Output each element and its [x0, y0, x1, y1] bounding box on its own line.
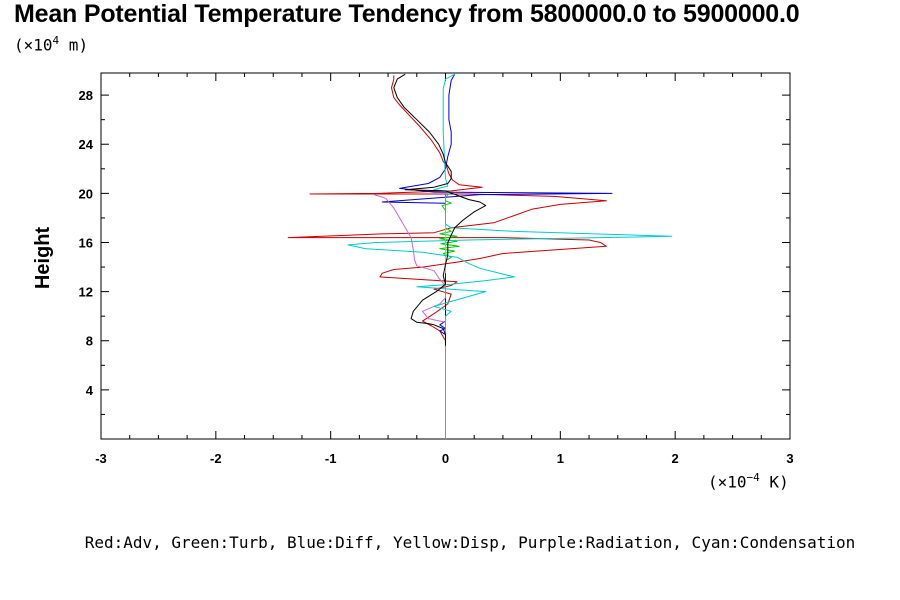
series-line-condensation [347, 73, 673, 439]
x-tick-label: 0 [442, 451, 449, 466]
series-line-total [393, 73, 487, 346]
y-tick-label: 8 [86, 334, 93, 349]
y-axis-label: Height [32, 227, 54, 290]
y-axis-exponent: 4 [52, 34, 60, 47]
y-tick-label: 24 [79, 137, 94, 152]
y-tick-label: 12 [79, 285, 93, 300]
y-tick-label: 20 [79, 186, 93, 201]
x-tick-label: -2 [210, 451, 222, 466]
legend-text: Red:Adv, Green:Turb, Blue:Diff, Yellow:D… [84, 533, 856, 552]
x-tick-label: 3 [786, 451, 793, 466]
series-line-radiation [374, 194, 446, 323]
series-line-diff [381, 73, 613, 346]
y-tick-label: 28 [79, 88, 93, 103]
series-line-turb [439, 194, 460, 347]
y-tick-label: 16 [79, 235, 93, 250]
x-tick-label: 2 [672, 451, 679, 466]
chart-title: Mean Potential Temperature Tendency from… [14, 0, 800, 28]
x-axis-exponent: −4 [746, 471, 760, 484]
x-tick-label: 1 [557, 451, 564, 466]
y-axis-unit-label: m [68, 35, 79, 55]
x-tick-label: -3 [95, 451, 107, 466]
x-axis-unit-label: K [769, 472, 780, 492]
x-tick-label: -1 [325, 451, 337, 466]
y-axis-unit: (×104 m) [14, 34, 89, 55]
y-tick-label: 4 [86, 383, 94, 398]
x-axis-unit: (×10−4 K) [708, 471, 789, 492]
